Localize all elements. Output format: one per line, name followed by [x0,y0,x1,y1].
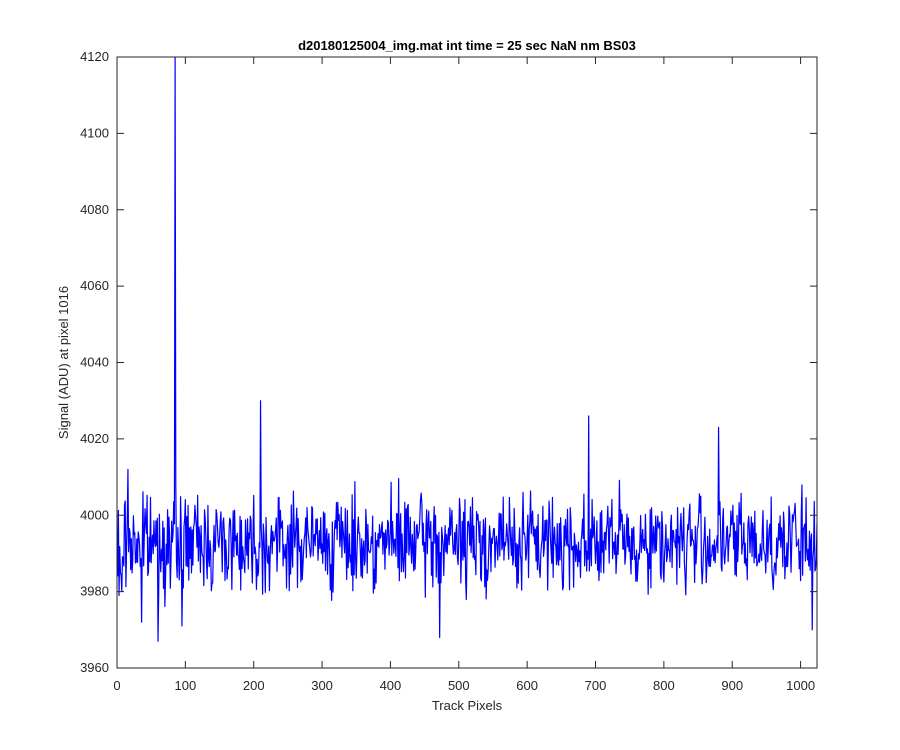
x-axis-label: Track Pixels [432,698,503,713]
y-axis-label: Signal (ADU) at pixel 1016 [56,286,71,439]
x-tick-label: 500 [448,678,470,693]
y-tick-label: 4080 [80,202,109,217]
y-tick-label: 4120 [80,49,109,64]
y-tick-label: 4020 [80,431,109,446]
y-tick-label: 4040 [80,355,109,370]
x-tick-label: 900 [721,678,743,693]
x-tick-label: 200 [243,678,265,693]
x-tick-label: 0 [113,678,120,693]
x-tick-label: 600 [516,678,538,693]
chart-title: d20180125004_img.mat int time = 25 sec N… [298,38,636,53]
y-tick-label: 3960 [80,660,109,675]
x-tick-label: 400 [380,678,402,693]
series-layer [117,57,817,642]
y-axis: 3960 3980 4000 4020 4040 4060 4080 4100 4120 [80,49,817,675]
x-tick-label: 1000 [786,678,815,693]
x-tick-label: 100 [175,678,197,693]
y-tick-label: 4100 [80,125,109,140]
y-tick-label: 4060 [80,278,109,293]
x-tick-label: 300 [311,678,333,693]
x-tick-label: 800 [653,678,675,693]
x-tick-label: 700 [585,678,607,693]
y-tick-label: 4000 [80,507,109,522]
x-axis: 0 100 200 300 400 500 600 700 800 900 1000 [113,57,815,693]
series-line [117,57,817,642]
y-tick-label: 3980 [80,584,109,599]
